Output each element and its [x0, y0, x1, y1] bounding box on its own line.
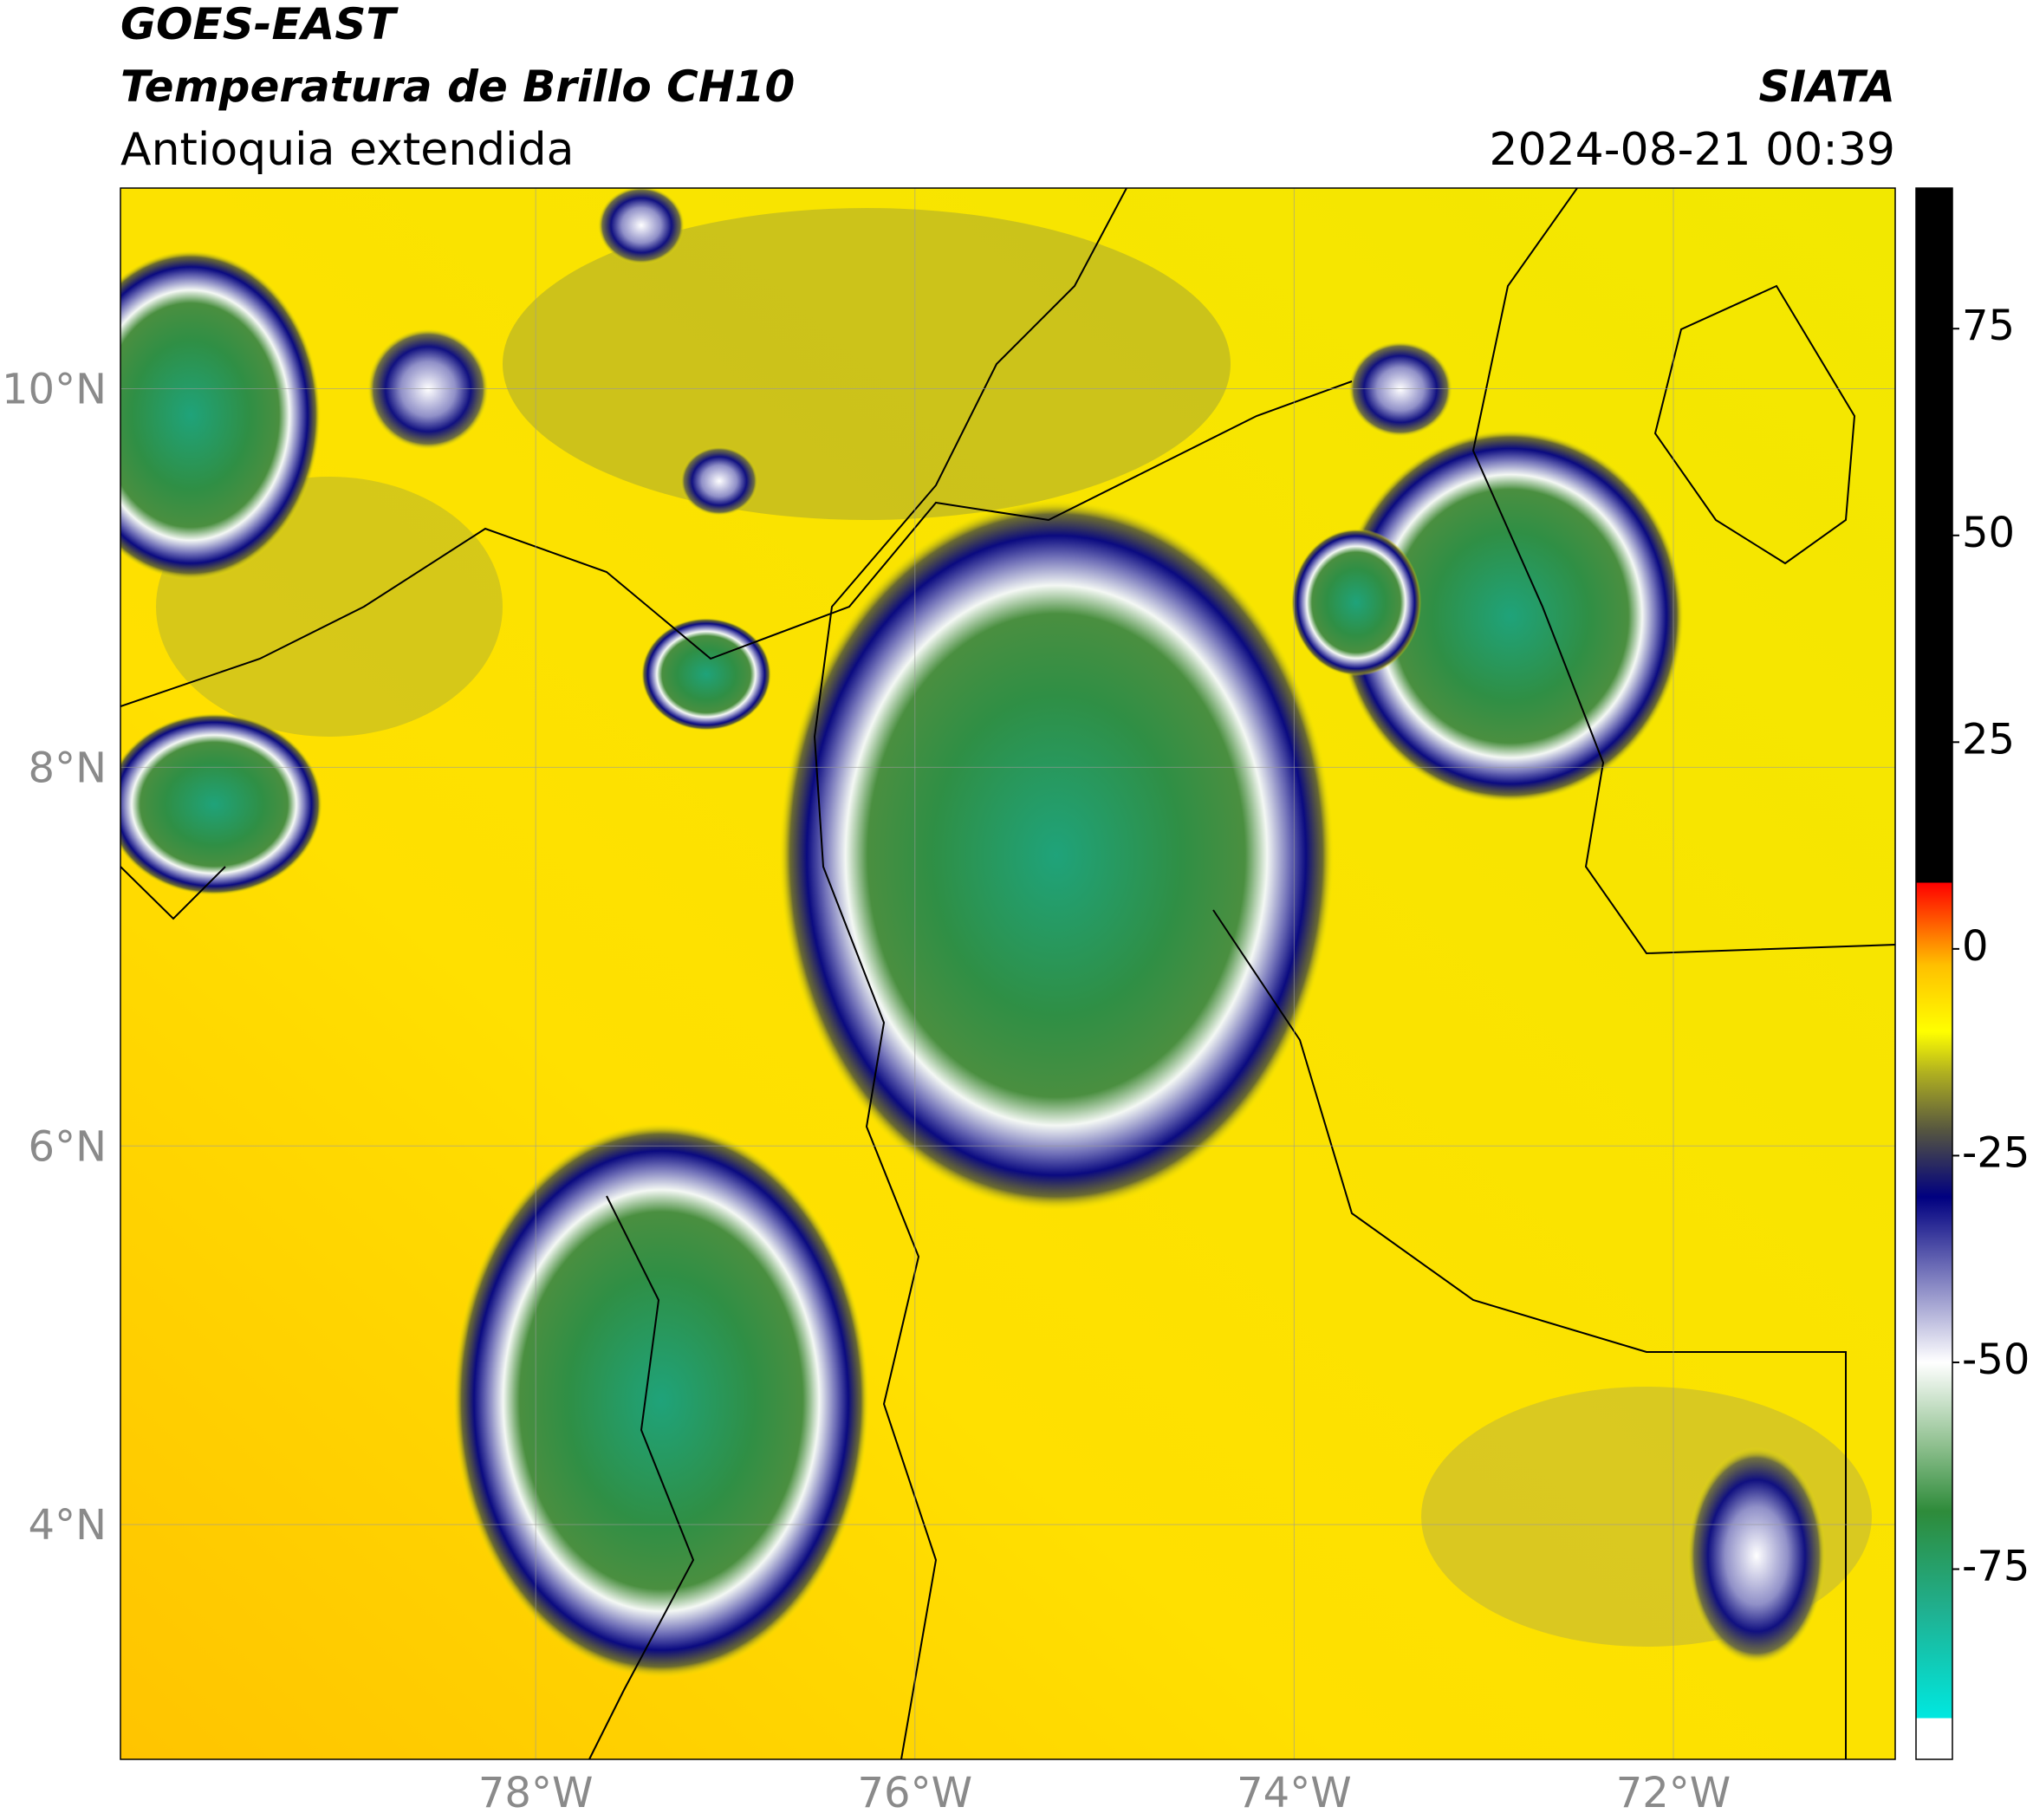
grid	[120, 188, 1895, 1759]
map-image	[120, 188, 1895, 1759]
y-tick-label: 4°N	[29, 1501, 107, 1550]
colorbar-tick-label: 0	[1962, 922, 1989, 971]
convective-cell	[598, 188, 685, 264]
title: GOES-EAST	[120, 0, 399, 49]
coastline	[120, 380, 1353, 707]
y-tick-label: 10°N	[2, 366, 107, 414]
border-line	[1212, 909, 1847, 1759]
cloud-haze	[503, 208, 1231, 520]
x-tick-label: 72°W	[1616, 1769, 1731, 1817]
colorbar-tick-label: -25	[1962, 1128, 2030, 1177]
source: SIATA	[1759, 62, 1895, 112]
y-tick-label: 6°N	[29, 1122, 107, 1171]
coastline	[1653, 284, 1856, 565]
datetime: 2024-08-21 00:39	[1489, 124, 1895, 176]
y-tick-label: 8°N	[29, 744, 107, 792]
convective-cloud	[1291, 529, 1421, 676]
x-tick-label: 78°W	[478, 1769, 594, 1817]
convective-cloud	[120, 250, 321, 580]
convective-cloud	[1337, 430, 1684, 803]
colorbar-tick-label: -75	[1962, 1543, 2030, 1591]
x-tick-label: 74°W	[1237, 1769, 1352, 1817]
map-frame	[120, 187, 1896, 1760]
x-tick-label: 76°W	[858, 1769, 973, 1817]
colorbar-tick-label: 75	[1962, 302, 2015, 350]
border-line	[1471, 188, 1895, 955]
convective-cloud	[120, 713, 322, 895]
convective-cell	[1687, 1447, 1826, 1664]
subtitle: Temperatura de Brillo CH10	[120, 62, 795, 112]
coastline	[588, 1195, 695, 1759]
coastline	[120, 866, 226, 920]
border-line	[813, 188, 1127, 1759]
convective-cloud	[453, 1123, 869, 1678]
convective-cloud	[779, 500, 1334, 1211]
colorbar-frame	[1915, 187, 1953, 1760]
region: Antioquia extendida	[120, 124, 575, 176]
convective-cell	[680, 446, 758, 516]
colorbar-tick-label: -50	[1962, 1336, 2030, 1384]
colorbar	[1916, 188, 1952, 1759]
colorbar-tick-label: 25	[1962, 715, 2015, 764]
colorbar-tick-label: 50	[1962, 509, 2015, 557]
convective-cloud	[641, 618, 771, 731]
